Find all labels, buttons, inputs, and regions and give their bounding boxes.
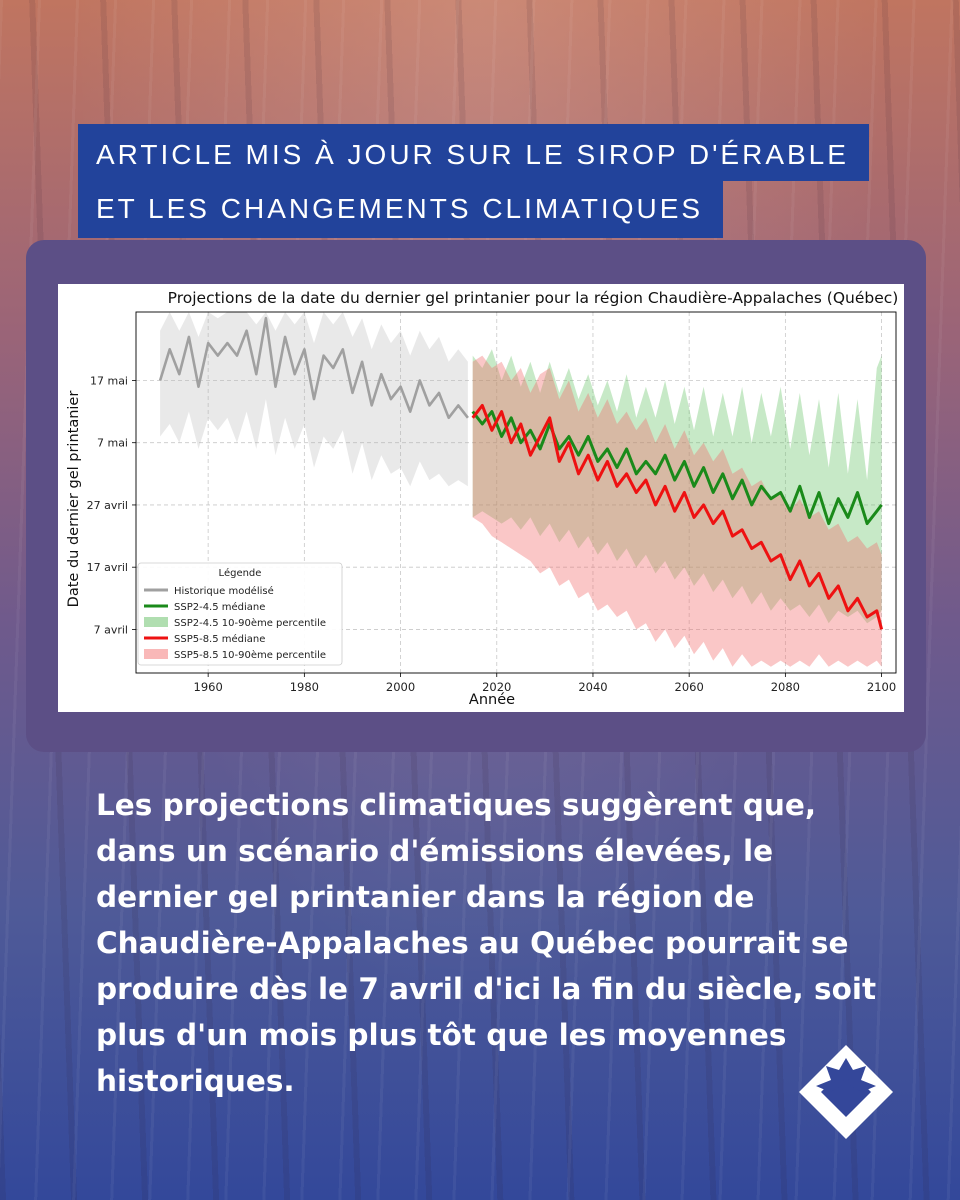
x-tick-label: 2020 <box>482 680 511 694</box>
caption-text: Les projections climatiques suggèrent qu… <box>96 788 877 1098</box>
title-line-1: ARTICLE MIS À JOUR SUR LE SIROP D'ÉRABLE <box>78 124 869 181</box>
x-tick-label: 2060 <box>675 680 704 694</box>
chart-title: Projections de la date du dernier gel pr… <box>168 289 899 307</box>
x-axis-label: Année <box>469 692 515 708</box>
legend-swatch <box>144 649 168 659</box>
legend-title: Légende <box>219 567 262 579</box>
x-tick-label: 1980 <box>290 680 319 694</box>
legend: Légende Historique modélisé SSP2-4.5 média… <box>137 562 343 666</box>
x-tick-label: 1960 <box>194 680 223 694</box>
legend-box <box>137 562 343 666</box>
legend-label: SSP5-8.5 médiane <box>174 633 265 645</box>
y-tick-label: 27 avril <box>87 499 128 512</box>
x-tick-label: 2080 <box>771 680 800 694</box>
legend-label: Historique modélisé <box>174 585 274 597</box>
median-line-2 <box>471 410 883 526</box>
title-banner: ARTICLE MIS À JOUR SUR LE SIROP D'ÉRABLE… <box>78 124 869 238</box>
legend-label: SSP2-4.5 médiane <box>174 601 265 613</box>
chart-card: Projections de la date du dernier gel pr… <box>26 240 926 752</box>
percentile-band-3 <box>472 355 882 667</box>
x-tick-label: 2100 <box>867 680 896 694</box>
y-axis-label: Date du dernier gel printanier <box>66 391 82 608</box>
axes: 1960 1980 2000 2020 2040 2060 2080 2100 7 avril 1… <box>87 374 897 694</box>
median-line-3 <box>471 403 884 630</box>
chart-panel: Projections de la date du dernier gel pr… <box>58 284 904 712</box>
median-line-1 <box>158 316 469 420</box>
title-line-2: ET LES CHANGEMENTS CLIMATIQUES <box>78 181 724 238</box>
legend-swatch <box>144 617 168 627</box>
x-tick-label: 2040 <box>578 680 607 694</box>
legend-label: SSP2-4.5 10-90ème percentile <box>174 617 326 629</box>
median-lines <box>158 316 884 630</box>
x-tick-label: 2000 <box>386 680 415 694</box>
y-tick-label: 7 mai <box>97 437 128 450</box>
y-tick-label: 7 avril <box>94 623 128 636</box>
frost-date-chart: Projections de la date du dernier gel pr… <box>66 289 899 708</box>
legend-label: SSP5-8.5 10-90ème percentile <box>174 649 326 661</box>
maple-leaf-diamond-icon <box>799 1045 893 1139</box>
y-tick-label: 17 avril <box>87 561 128 574</box>
y-tick-label: 17 mai <box>90 374 128 387</box>
plot-frame <box>135 311 897 674</box>
